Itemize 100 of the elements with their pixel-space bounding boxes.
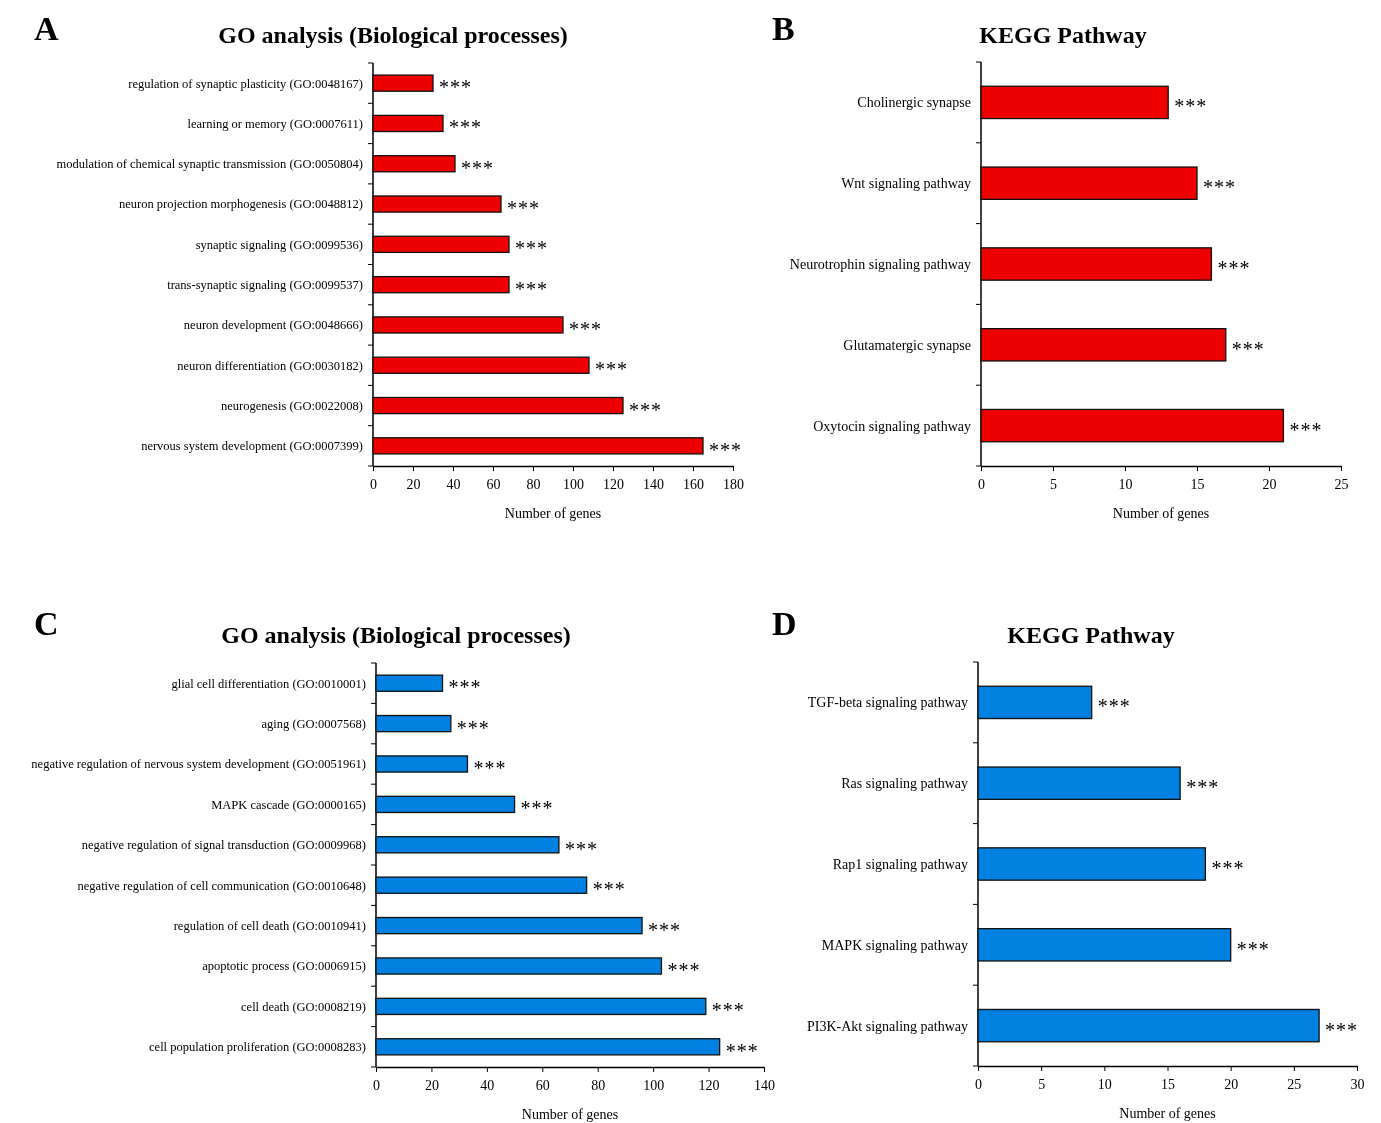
x-tick-label: 0	[975, 1077, 982, 1093]
x-tick-label: 10	[1118, 477, 1133, 493]
x-tick-label: 0	[370, 477, 377, 493]
bar	[375, 836, 560, 854]
x-tick-label: 30	[1350, 1077, 1365, 1093]
data-label: ***	[648, 918, 682, 941]
data-label: ***	[448, 676, 482, 699]
bar	[980, 247, 1213, 281]
data-label: ***	[1174, 95, 1208, 118]
y-tick-label: apoptotic process (GO:0006915)	[202, 959, 366, 974]
bar	[977, 1008, 1320, 1043]
y-tick-label: glial cell differentiation (GO:0010001)	[171, 676, 366, 691]
y-tick-label: Glutamatergic synapse	[843, 337, 971, 353]
data-label: ***	[1217, 257, 1251, 279]
bar	[977, 847, 1207, 881]
x-tick-label: 180	[723, 477, 744, 493]
x-tick-label: 80	[526, 477, 541, 493]
x-tick-label: 15	[1190, 477, 1205, 493]
x-axis-title: Number of genes	[504, 506, 602, 521]
x-tick-label: 100	[643, 1078, 665, 1094]
x-tick-label: 0	[373, 1078, 380, 1094]
data-label: ***	[709, 438, 742, 461]
x-tick-label: 100	[563, 477, 584, 493]
y-tick-label: TGF-beta signaling pathway	[807, 695, 968, 711]
bar	[977, 927, 1232, 962]
x-axis-title: Number of genes	[1119, 1106, 1216, 1121]
x-tick-label: 15	[1161, 1077, 1175, 1093]
y-tick-label: neurogenesis (GO:0022008)	[221, 398, 363, 413]
data-label: ***	[592, 878, 626, 901]
x-tick-label: 80	[591, 1078, 606, 1094]
data-label: ***	[569, 317, 602, 340]
data-label: ***	[449, 116, 482, 139]
x-tick-label: 25	[1287, 1077, 1302, 1093]
x-tick-label: 60	[535, 1078, 550, 1094]
x-tick-label: 20	[1262, 477, 1277, 493]
bar	[375, 674, 444, 692]
y-tick-label: learning or memory (GO:0007611)	[187, 116, 363, 131]
data-label: ***	[1203, 176, 1236, 199]
x-tick-label: 40	[480, 1078, 495, 1094]
y-tick-label: neuron development (GO:0048666)	[183, 318, 363, 333]
y-tick-label: aging (GO:0007568)	[261, 716, 366, 731]
y-tick-label: negative regulation of signal transduction (GO:0009968)	[81, 838, 366, 853]
x-axis-title: Number of genes	[521, 1107, 619, 1122]
data-label: ***	[515, 277, 548, 300]
data-label: ***	[667, 959, 701, 981]
data-label: ***	[1211, 857, 1245, 879]
y-tick-label: MAPK cascade (GO:0000165)	[211, 797, 366, 812]
y-tick-label: Neurotrophin signaling pathway	[789, 256, 971, 272]
data-label: ***	[461, 156, 494, 179]
bar	[372, 275, 510, 294]
text: D	[772, 605, 797, 642]
chart-title: KEGG Pathway	[1007, 622, 1175, 648]
y-tick-label: cell population proliferation (GO:0008283)	[149, 1040, 366, 1055]
y-tick-label: nervous system development (GO:0007399)	[141, 439, 363, 454]
y-tick-label: regulation of synaptic plasticity (GO:0048167)	[128, 76, 363, 91]
x-tick-label: 25	[1334, 477, 1349, 493]
x-tick-label: 140	[643, 477, 664, 493]
x-axis-title: Number of genes	[1112, 506, 1210, 521]
bar	[375, 997, 707, 1016]
y-tick-label: Oxytocin signaling pathway	[813, 418, 971, 434]
x-tick-label: 40	[446, 477, 461, 493]
bar	[977, 685, 1093, 720]
text: C	[34, 605, 59, 642]
bar	[372, 195, 502, 213]
bar	[372, 74, 434, 92]
bar	[372, 356, 590, 374]
chart-title: GO analysis (Biological processes)	[221, 622, 571, 648]
data-label: ***	[507, 197, 540, 220]
text: A	[34, 10, 59, 47]
bar	[375, 1038, 721, 1056]
y-tick-label: Rap1 signaling pathway	[832, 856, 968, 872]
data-label: ***	[1289, 418, 1323, 441]
data-label: ***	[473, 757, 507, 779]
x-tick-label: 20	[406, 477, 421, 493]
y-tick-label: regulation of cell death (GO:0010941)	[173, 918, 366, 933]
bar	[980, 85, 1169, 120]
bar	[372, 235, 510, 254]
y-tick-label: neuron differentiation (GO:0030182)	[177, 358, 363, 373]
data-label: ***	[515, 237, 548, 260]
y-tick-label: negative regulation of nervous system development (GO:0051961)	[31, 757, 366, 772]
y-tick-label: Ras signaling pathway	[841, 776, 968, 792]
x-tick-label: 10	[1097, 1077, 1112, 1093]
data-label: ***	[564, 837, 598, 860]
x-tick-label: 5	[1050, 477, 1057, 493]
data-label: ***	[1236, 937, 1270, 960]
data-label: ***	[439, 76, 472, 99]
x-tick-label: 120	[698, 1078, 720, 1094]
data-label: ***	[1186, 776, 1220, 799]
y-tick-label: Cholinergic synapse	[857, 95, 971, 111]
x-tick-label: 20	[1224, 1077, 1239, 1093]
data-label: ***	[711, 999, 745, 1022]
data-label: ***	[520, 797, 554, 820]
bar	[375, 714, 452, 733]
y-tick-label: cell death (GO:0008219)	[241, 999, 366, 1014]
y-tick-label: Wnt signaling pathway	[841, 176, 971, 192]
bar	[375, 755, 469, 773]
data-label: ***	[629, 398, 662, 421]
bar	[980, 408, 1285, 443]
data-label: ***	[1097, 695, 1131, 718]
data-label: ***	[456, 716, 490, 739]
